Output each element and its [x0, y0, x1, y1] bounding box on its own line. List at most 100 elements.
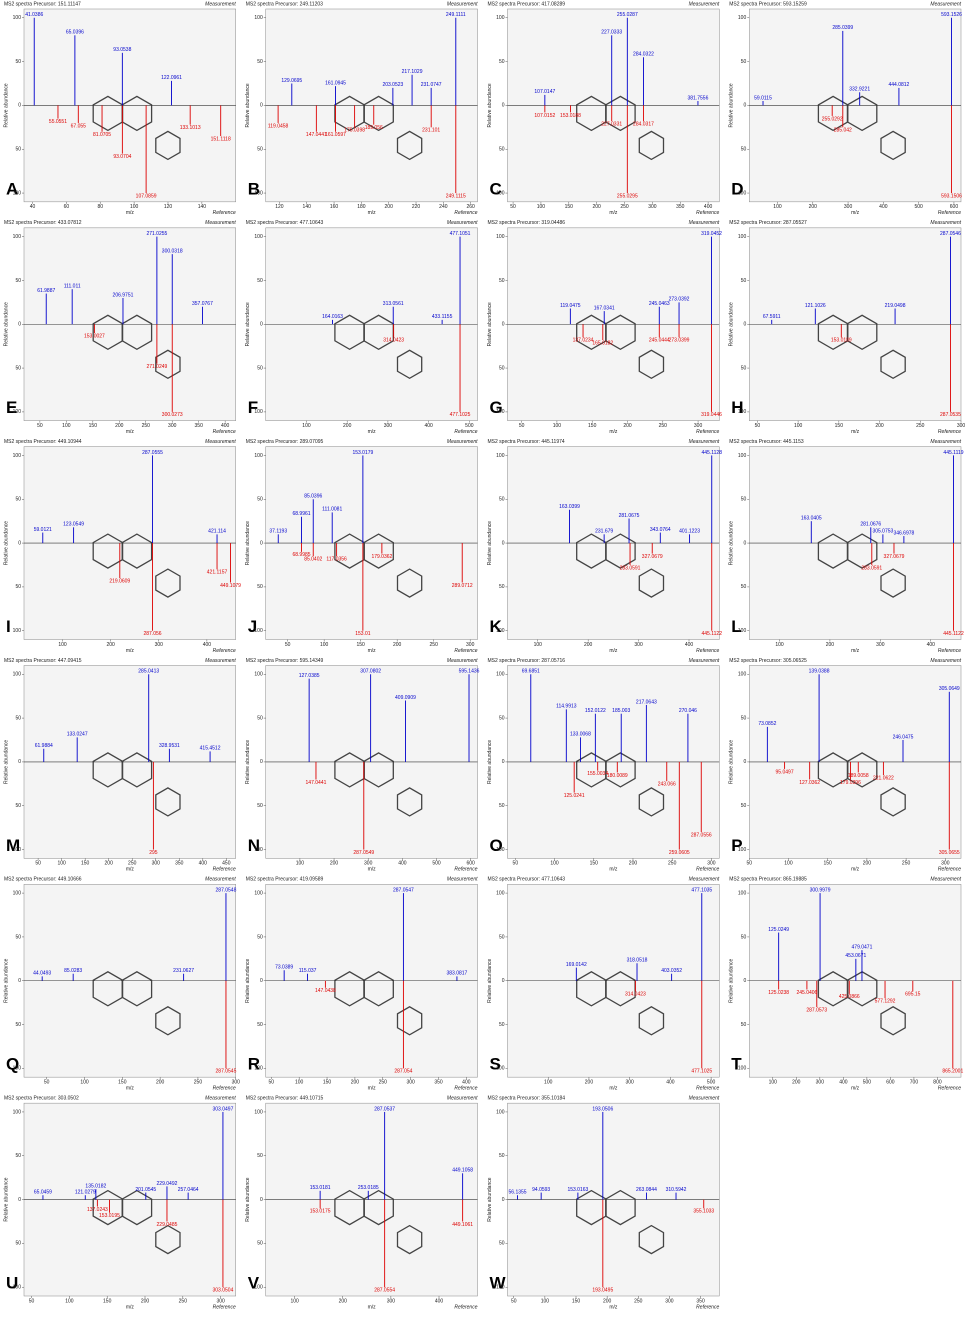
peak-label: 85.0402 [304, 557, 322, 563]
x-axis-label: m/z [126, 648, 135, 654]
peak-label: 133.0068 [570, 732, 591, 738]
structure-ring [155, 130, 181, 161]
x-tick-label: 250 [902, 861, 911, 867]
peak-label: 281.0675 [619, 513, 640, 519]
measurement-label: Measurement [447, 439, 478, 445]
y-tick-label: 0 [18, 540, 21, 546]
peak-label: 147.0438 [315, 988, 336, 994]
structure-ring [846, 752, 878, 788]
peak-label: 125.0241 [564, 793, 585, 799]
x-tick-label: 350 [434, 1079, 443, 1085]
peak-label: 263.0844 [636, 1187, 657, 1193]
x-tick-label: 100 [80, 1079, 89, 1085]
x-tick-label: 800 [933, 1079, 942, 1085]
y-tick-label: 100 [496, 1109, 505, 1115]
y-tick-label: 0 [502, 1197, 505, 1203]
y-tick-label: 100 [13, 15, 22, 21]
peak-label: 125.0238 [768, 990, 789, 996]
peak-label: 147.0441 [306, 132, 327, 138]
measurement-label: Measurement [205, 1095, 236, 1101]
peak-label: 93.0538 [113, 47, 131, 53]
peak-label: 445.1122 [943, 631, 964, 637]
y-tick-label: 50 [499, 365, 505, 371]
peak-label: 67.5911 [763, 314, 781, 320]
panel: MS2 spectra Precursor: 449.10666 Measurem… [3, 877, 240, 1092]
y-tick-label: 100 [13, 1109, 22, 1115]
structure-ring [605, 752, 636, 788]
y-axis-label: Relative abundance [245, 1177, 251, 1221]
x-tick-label: 350 [696, 1298, 705, 1304]
y-tick-label: 100 [13, 847, 22, 853]
y-axis-label: Relative abundance [487, 1177, 493, 1221]
measurement-label: Measurement [930, 439, 961, 445]
peak-label: 477.1051 [450, 231, 471, 237]
peak-label: 314.0423 [383, 338, 404, 344]
reference-label: Reference [213, 210, 236, 216]
peak-label: 287.0549 [353, 850, 374, 856]
peak-label: 229.0485 [157, 1222, 178, 1228]
structure-ring [363, 533, 394, 569]
reference-label: Reference [938, 210, 961, 216]
y-axis-label: Relative abundance [487, 958, 493, 1002]
y-tick-label: 50 [257, 147, 263, 153]
y-tick-label: 50 [499, 1241, 505, 1247]
peak-label: 246.0475 [893, 734, 914, 740]
peak-label: 425.0866 [839, 994, 860, 1000]
x-axis-label: m/z [126, 429, 135, 435]
x-tick-label: 200 [623, 423, 632, 429]
peak-label: 287.0573 [806, 1007, 827, 1013]
x-tick-label: 200 [863, 861, 872, 867]
reference-label: Reference [213, 1085, 236, 1091]
y-tick-label: 0 [502, 540, 505, 546]
panel-letter: Q [6, 1055, 19, 1074]
measurement-label: Measurement [689, 439, 720, 445]
peak-label: 135.0182 [85, 1183, 106, 1189]
x-tick-label: 200 [826, 642, 835, 648]
y-axis-label: Relative abundance [729, 302, 735, 346]
measurement-label: Measurement [689, 877, 720, 883]
peak-label: 37.1193 [269, 529, 287, 535]
peak-label: 283.0591 [861, 565, 882, 571]
y-tick-label: 50 [741, 803, 747, 809]
x-tick-label: 50 [29, 1298, 35, 1304]
panel: MS2 spectra Precursor: 865.19885 Measurem… [729, 877, 964, 1092]
structure-ring [880, 1006, 906, 1036]
x-tick-label: 300 [665, 1298, 674, 1304]
peak-label: 305.0753 [872, 529, 893, 535]
measurement-label: Measurement [689, 220, 720, 226]
panel-letter: G [490, 398, 503, 417]
chart-title: MS2 spectra Precursor: 249.11203 [246, 1, 323, 7]
structure-ring [605, 95, 636, 132]
peak-label: 270.046 [679, 708, 697, 714]
x-tick-label: 50 [513, 861, 519, 867]
reference-label: Reference [213, 648, 236, 654]
peak-label: 121.0279 [75, 1190, 96, 1196]
panel: MS2 spectra Precursor: 289.07095 Measurem… [245, 439, 478, 654]
peak-label: 445.1128 [702, 450, 723, 456]
y-tick-label: 100 [254, 628, 263, 634]
chart-title: MS2 spectra Precursor: 595.14349 [246, 658, 324, 664]
peak-label: 153.0195 [99, 1213, 120, 1219]
y-tick-label: 50 [15, 365, 21, 371]
x-tick-label: 600 [886, 1079, 895, 1085]
reference-label: Reference [938, 429, 961, 435]
y-tick-label: 100 [738, 1066, 747, 1072]
peak-label: 245.0406 [796, 990, 817, 996]
chart-title: MS2 spectra Precursor: 419.09589 [246, 877, 324, 883]
structure-ring [121, 533, 153, 569]
y-tick-label: 100 [13, 890, 22, 896]
peak-label: 357.0767 [192, 301, 213, 307]
structure-ring [155, 349, 181, 380]
y-tick-label: 0 [18, 759, 21, 765]
peak-label: 219.0498 [885, 303, 906, 309]
x-tick-label: 300 [216, 1298, 225, 1304]
panel-letter: C [490, 179, 502, 198]
x-tick-label: 40 [30, 204, 36, 210]
x-axis-label: m/z [368, 867, 377, 873]
peak-label: 147.0441 [306, 780, 327, 786]
peak-label: 167.0341 [594, 305, 615, 311]
x-tick-label: 200 [141, 1298, 150, 1304]
structure-ring [638, 1224, 665, 1255]
y-tick-label: 100 [496, 234, 505, 240]
